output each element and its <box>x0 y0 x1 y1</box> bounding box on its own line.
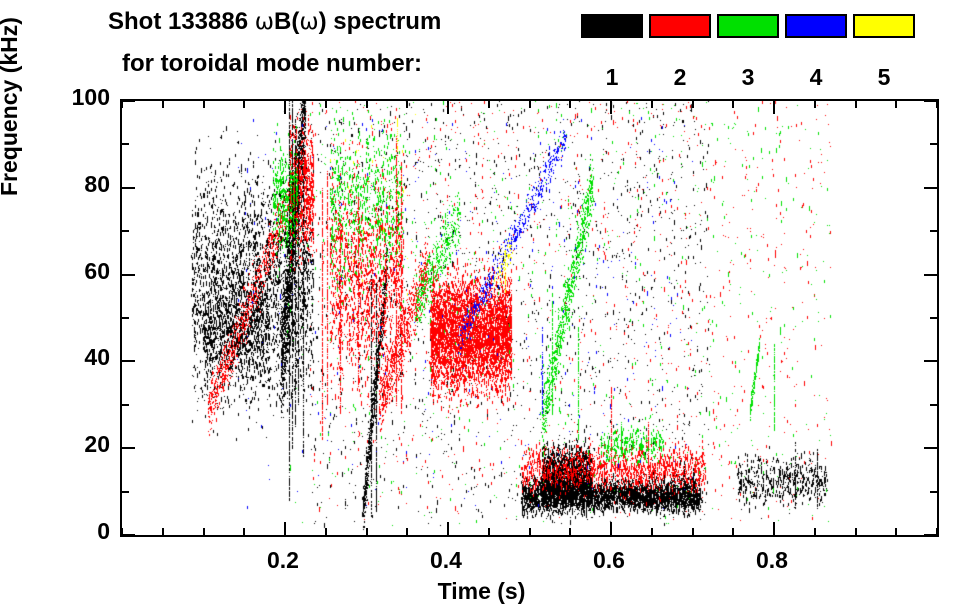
y-axis-major-tick <box>924 447 937 450</box>
y-axis-major-tick <box>924 360 937 363</box>
y-axis-major-tick <box>122 447 135 450</box>
x-axis-minor-tick <box>406 528 409 535</box>
plot-area <box>120 99 939 537</box>
x-axis-minor-tick <box>365 528 368 535</box>
y-tick-label: 40 <box>84 344 110 371</box>
y-axis-major-tick <box>122 360 135 363</box>
legend-label-mode-n5: 5 <box>877 64 891 90</box>
x-axis-minor-tick <box>813 101 816 108</box>
y-axis-minor-tick <box>930 230 937 233</box>
x-axis-major-tick <box>610 101 612 114</box>
legend-swatch-mode-n1 <box>581 14 643 38</box>
y-tick-label: 60 <box>84 257 110 284</box>
y-tick-label: 100 <box>71 84 110 110</box>
x-axis-minor-tick <box>487 101 490 108</box>
x-axis-minor-tick <box>650 101 653 108</box>
x-tick-label: 0.2 <box>267 547 299 573</box>
x-axis-minor-tick <box>243 101 246 108</box>
y-axis-major-tick <box>924 186 937 189</box>
y-axis-minor-tick <box>122 317 129 319</box>
y-axis-major-tick <box>924 100 937 102</box>
y-tick-label: 0 <box>97 518 110 544</box>
x-axis-minor-tick <box>365 101 368 108</box>
x-axis-minor-tick <box>161 101 164 108</box>
x-axis-minor-tick <box>936 101 938 108</box>
x-axis-minor-tick <box>487 528 490 535</box>
y-axis-major-tick <box>122 100 135 102</box>
y-axis-minor-tick <box>122 403 129 406</box>
y-axis-minor-tick <box>122 490 129 493</box>
legend-swatch-mode-n2 <box>649 14 711 38</box>
x-axis-minor-tick <box>895 528 898 535</box>
x-axis-minor-tick <box>732 101 735 108</box>
y-axis-major-tick <box>122 273 135 276</box>
x-tick-label: 0.4 <box>430 547 462 573</box>
x-axis-major-tick <box>284 101 286 114</box>
x-axis-minor-tick <box>406 101 409 108</box>
y-axis-minor-tick <box>122 230 129 233</box>
y-axis-minor-tick <box>930 143 937 146</box>
omega-symbol-1: ω <box>254 9 275 35</box>
legend-label-mode-n4: 4 <box>809 64 823 90</box>
y-axis-minor-tick <box>930 490 937 493</box>
x-axis-minor-tick <box>895 101 898 108</box>
legend-label-mode-n3: 3 <box>741 64 755 90</box>
x-axis-major-tick <box>447 522 449 535</box>
spectrogram-canvas-wrap <box>122 101 937 535</box>
legend-label-mode-n2: 2 <box>673 64 687 90</box>
y-axis-major-tick <box>122 534 135 536</box>
legend-label-mode-n1: 1 <box>605 64 619 90</box>
x-axis-major-tick <box>773 101 775 114</box>
y-axis-major-tick <box>122 186 135 189</box>
x-axis-major-tick <box>284 522 286 535</box>
y-axis-major-tick <box>924 273 937 276</box>
x-axis-minor-tick <box>202 528 205 535</box>
x-axis-minor-tick <box>813 528 816 535</box>
x-axis-minor-tick <box>569 101 572 108</box>
x-axis-minor-tick <box>569 528 572 535</box>
legend-swatch-mode-n3 <box>717 14 779 38</box>
x-tick-label: 0.8 <box>756 547 788 573</box>
title-spectrum-text: ) spectrum <box>318 8 442 35</box>
x-axis-major-tick <box>610 522 612 535</box>
x-axis-major-tick <box>773 522 775 535</box>
x-axis-major-tick <box>447 101 449 114</box>
title-shot-text: Shot 133886 <box>108 8 255 35</box>
x-tick-label: 0.6 <box>593 547 625 573</box>
legend-swatch-mode-n4 <box>785 14 847 38</box>
y-tick-label: 80 <box>84 170 110 197</box>
x-axis-minor-tick <box>161 528 164 535</box>
legend-swatch-mode-n5 <box>853 14 915 38</box>
x-axis-minor-tick <box>528 101 531 108</box>
y-axis-minor-tick <box>930 403 937 406</box>
y-axis-minor-tick <box>930 317 937 319</box>
x-axis-minor-tick <box>528 528 531 535</box>
x-axis-minor-tick <box>202 101 205 108</box>
legend: 1 2 3 4 5 <box>581 14 941 90</box>
x-axis-minor-tick <box>324 528 327 535</box>
page-subtitle: for toroidal mode number: <box>122 50 422 77</box>
x-axis-minor-tick <box>854 528 857 535</box>
x-axis-minor-tick <box>691 101 694 108</box>
x-axis-minor-tick <box>650 528 653 535</box>
y-tick-label: 20 <box>84 431 110 458</box>
y-axis-minor-tick <box>122 143 129 146</box>
x-axis-minor-tick <box>691 528 694 535</box>
page-title: Shot 133886 ωB(ω) spectrum <box>108 8 441 36</box>
omega-symbol-2: ω <box>299 9 319 35</box>
x-axis-minor-tick <box>121 528 123 535</box>
x-axis-minor-tick <box>121 101 123 108</box>
x-axis-minor-tick <box>854 101 857 108</box>
x-axis-title: Time (s) <box>437 578 526 604</box>
y-axis-major-tick <box>924 534 937 536</box>
x-axis-minor-tick <box>936 528 938 535</box>
title-b-open: B( <box>274 8 300 35</box>
y-axis-title: Frequency (kHz) <box>0 17 22 196</box>
x-axis-minor-tick <box>732 528 735 535</box>
x-axis-minor-tick <box>243 528 246 535</box>
x-axis-minor-tick <box>324 101 327 108</box>
spectrogram-canvas <box>122 101 937 535</box>
